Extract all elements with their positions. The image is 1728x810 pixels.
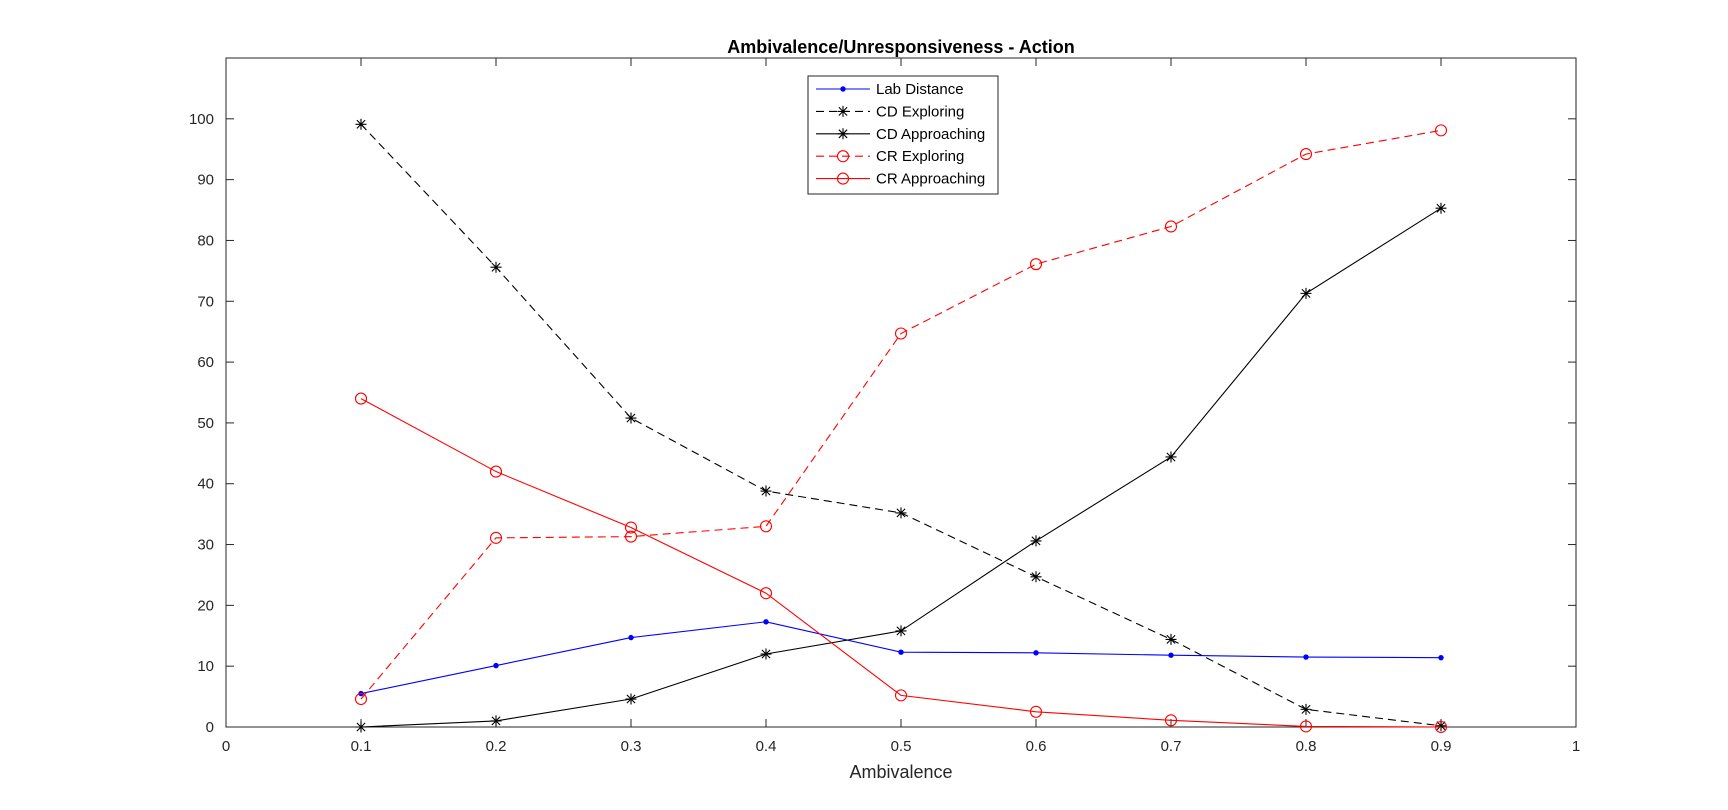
series-3 bbox=[354, 124, 1448, 706]
series-1 bbox=[355, 118, 1447, 732]
data-point bbox=[895, 625, 907, 637]
legend-marker bbox=[836, 150, 850, 163]
data-point bbox=[354, 692, 368, 706]
legend-marker bbox=[840, 86, 846, 92]
x-tick-label: 0.6 bbox=[1026, 738, 1047, 755]
chart-title: Ambivalence/Unresponsiveness - Action bbox=[727, 37, 1074, 57]
y-tick-label: 10 bbox=[197, 658, 214, 675]
series-line bbox=[360, 129, 1442, 700]
y-tick-label: 60 bbox=[197, 354, 214, 371]
data-point bbox=[1300, 287, 1312, 299]
legend-marker bbox=[836, 172, 850, 185]
data-point bbox=[490, 715, 502, 727]
data-point bbox=[355, 721, 367, 733]
data-point bbox=[354, 392, 368, 405]
y-tick-label: 50 bbox=[197, 415, 214, 432]
data-point bbox=[1164, 220, 1178, 233]
data-point bbox=[1299, 720, 1313, 733]
y-tick-label: 0 bbox=[206, 719, 214, 736]
x-tick-label: 0 bbox=[222, 738, 230, 755]
series-layer bbox=[354, 118, 1448, 734]
data-point bbox=[1164, 714, 1178, 727]
legend: Lab Distance CD Exploring CD Approaching CR… bbox=[807, 75, 999, 195]
y-tick-label: 90 bbox=[197, 172, 214, 189]
data-point bbox=[760, 485, 772, 497]
data-point bbox=[625, 693, 637, 705]
data-point bbox=[1033, 650, 1039, 656]
y-axis: 0 10 20 30 40 50 60 70 80 90 100 bbox=[189, 111, 1576, 736]
x-tick-label: 0.9 bbox=[1431, 738, 1452, 755]
x-tick-label: 0.4 bbox=[756, 738, 777, 755]
x-axis-label: Ambivalence bbox=[849, 762, 952, 782]
x-tick-label: 0.2 bbox=[486, 738, 507, 755]
legend-entry: CR Exploring bbox=[816, 148, 964, 165]
data-point bbox=[1165, 633, 1177, 645]
y-tick-label: 30 bbox=[197, 537, 214, 554]
legend-label: Lab Distance bbox=[876, 81, 964, 98]
x-tick-label: 0.1 bbox=[351, 738, 372, 755]
data-point bbox=[1030, 571, 1042, 583]
data-point bbox=[489, 465, 503, 478]
series-2 bbox=[355, 202, 1447, 733]
y-tick-label: 80 bbox=[197, 232, 214, 249]
legend-label: CD Approaching bbox=[876, 126, 985, 143]
data-point bbox=[1434, 124, 1448, 137]
data-point bbox=[1165, 451, 1177, 463]
data-point bbox=[1168, 652, 1174, 658]
data-point bbox=[624, 530, 638, 543]
data-point bbox=[1438, 654, 1444, 661]
data-point bbox=[760, 648, 772, 660]
data-point bbox=[493, 662, 499, 669]
data-point bbox=[625, 412, 637, 424]
data-point bbox=[1299, 148, 1313, 161]
legend-label: CR Approaching bbox=[876, 171, 985, 188]
series-line bbox=[360, 398, 1442, 728]
data-point bbox=[628, 634, 634, 641]
data-point bbox=[1435, 720, 1447, 732]
data-point bbox=[355, 118, 367, 130]
y-tick-label: 70 bbox=[197, 293, 214, 310]
legend-entry: CR Approaching bbox=[816, 171, 985, 188]
data-point bbox=[895, 507, 907, 519]
data-point bbox=[1300, 703, 1312, 715]
series-4 bbox=[354, 392, 1448, 734]
x-axis: 0 0.1 0.2 0.3 0.4 0.5 0.6 0.7 0.8 0.9 1 bbox=[222, 58, 1580, 755]
data-point bbox=[624, 521, 638, 534]
data-point bbox=[1303, 654, 1309, 660]
data-point bbox=[894, 689, 908, 702]
x-tick-label: 1 bbox=[1572, 738, 1580, 755]
data-point bbox=[1435, 202, 1447, 214]
data-point bbox=[759, 587, 773, 600]
data-point bbox=[1434, 720, 1448, 734]
x-tick-label: 0.7 bbox=[1161, 738, 1182, 755]
data-point bbox=[1029, 705, 1043, 718]
data-point bbox=[1030, 535, 1042, 547]
legend-label: CD Exploring bbox=[876, 103, 964, 120]
data-point bbox=[898, 649, 904, 655]
data-point bbox=[763, 619, 769, 625]
legend-entry: CD Approaching bbox=[816, 126, 985, 143]
data-point bbox=[490, 261, 502, 273]
legend-entry: Lab Distance bbox=[816, 81, 964, 98]
legend-label: CR Exploring bbox=[876, 148, 964, 165]
data-point bbox=[1029, 258, 1043, 271]
y-tick-label: 100 bbox=[189, 111, 214, 128]
x-tick-label: 0.5 bbox=[891, 738, 912, 755]
data-point bbox=[894, 327, 908, 340]
x-tick-label: 0.8 bbox=[1296, 738, 1317, 755]
x-tick-label: 0.3 bbox=[621, 738, 642, 755]
legend-marker bbox=[837, 128, 849, 140]
data-point bbox=[759, 520, 773, 533]
legend-marker bbox=[837, 105, 849, 117]
legend-entry: CD Exploring bbox=[816, 103, 964, 120]
data-point bbox=[489, 531, 503, 544]
y-tick-label: 40 bbox=[197, 476, 214, 493]
y-tick-label: 20 bbox=[197, 597, 214, 614]
